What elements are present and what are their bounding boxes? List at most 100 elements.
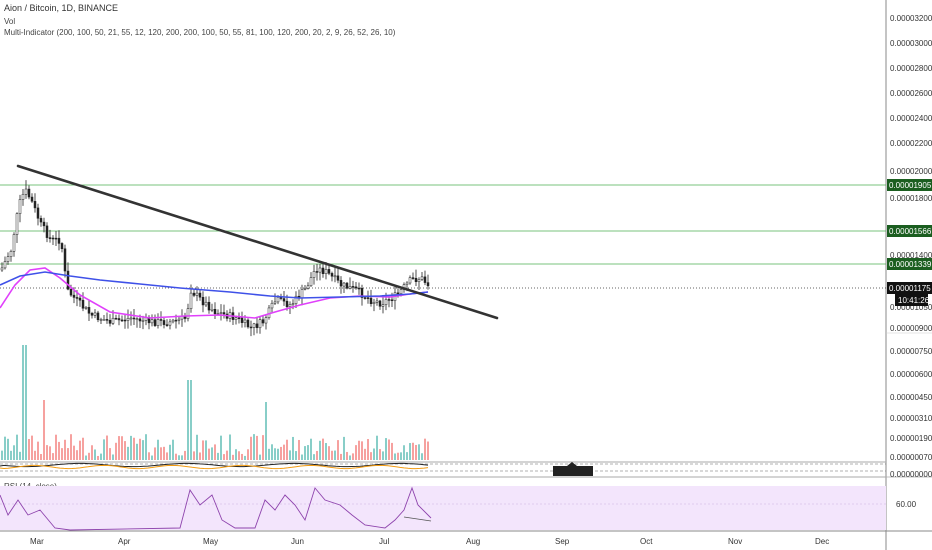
candle-body	[141, 320, 145, 322]
volume-bar	[343, 436, 345, 460]
stoch-tick: 0.00000000	[890, 470, 932, 479]
volume-bar	[55, 434, 57, 460]
price-tick: 0.00001400	[890, 251, 932, 260]
volume-bar	[106, 435, 108, 460]
time-marker-icon[interactable]	[553, 462, 593, 476]
volume-bar	[151, 455, 153, 460]
candlestick-series[interactable]	[0, 180, 430, 337]
level-label-1339[interactable]: 0.00001339	[889, 260, 932, 269]
time-label: Mar	[30, 537, 44, 546]
candle-body	[354, 286, 358, 289]
candle-body	[63, 248, 67, 272]
candle-body	[210, 309, 214, 311]
volume-bar	[379, 449, 381, 460]
volume-bar	[268, 448, 270, 460]
candle-body	[318, 267, 322, 273]
volume-bar	[226, 450, 228, 460]
volume-bar	[277, 448, 279, 460]
volume-bar	[73, 445, 75, 460]
candle-body	[261, 319, 265, 324]
volume-bar	[241, 453, 243, 460]
volume-bar	[22, 345, 24, 460]
price-tick: 0.00002400	[890, 114, 932, 123]
candle-body	[339, 280, 343, 287]
candle-body	[342, 282, 346, 287]
candle-body	[15, 213, 19, 235]
volume-bar	[304, 446, 306, 460]
volume-bar	[262, 435, 264, 460]
multi-indicator-legend[interactable]: Multi-Indicator (200, 100, 50, 21, 55, 1…	[4, 28, 396, 37]
chart-title[interactable]: Aion / Bitcoin, 1D, BINANCE	[4, 3, 119, 13]
candle-body	[12, 234, 16, 252]
volume-bar	[313, 454, 315, 460]
candle-body	[213, 309, 217, 315]
candle-body	[375, 300, 379, 303]
volume-bar	[214, 444, 216, 460]
volume-legend[interactable]: Vol	[4, 17, 16, 26]
level-label-1905[interactable]: 0.00001905	[889, 181, 932, 190]
candle-body	[3, 261, 7, 269]
volume-bar	[346, 451, 348, 460]
volume-bar	[208, 448, 210, 460]
candle-body	[9, 251, 13, 257]
volume-bar	[184, 450, 186, 460]
volume-bar	[31, 435, 33, 460]
time-label: Aug	[466, 537, 480, 546]
candle-body	[330, 273, 334, 277]
volume-bar	[283, 444, 285, 460]
candle-body	[366, 297, 370, 299]
volume-bars	[1, 345, 429, 460]
candle-body	[129, 317, 133, 320]
candle-body	[45, 225, 49, 238]
rsi-line	[0, 486, 432, 531]
volume-bar	[193, 451, 195, 460]
volume-bar	[418, 444, 420, 460]
candle-body	[285, 300, 289, 308]
countdown-label-bg	[895, 294, 928, 306]
candle-body	[243, 319, 247, 323]
candle-body	[420, 276, 424, 280]
candle-body	[159, 319, 163, 321]
volume-bar	[205, 440, 207, 460]
volume-bar	[64, 439, 66, 460]
candle-body	[249, 326, 253, 329]
volume-bar	[310, 438, 312, 460]
candle-body	[333, 275, 337, 278]
volume-bar	[253, 434, 255, 460]
candle-body	[234, 317, 238, 320]
candle-body	[345, 282, 349, 289]
time-label: Dec	[815, 537, 829, 546]
volume-bar	[316, 450, 318, 460]
volume-bar	[13, 445, 15, 460]
volume-bar	[232, 454, 234, 460]
volume-bar	[16, 434, 18, 460]
volume-tick: 0.00000310	[890, 414, 932, 423]
candle-body	[252, 323, 256, 328]
price-tick: 0.00002800	[890, 64, 932, 73]
volume-bar	[190, 380, 192, 460]
candle-body	[240, 317, 244, 323]
candle-body	[198, 292, 202, 298]
descending-trendline[interactable]	[16, 164, 499, 320]
volume-bar	[406, 452, 408, 460]
volume-bar	[79, 440, 81, 460]
volume-bar	[259, 454, 261, 460]
volume-bar	[112, 454, 114, 460]
candle-body	[21, 194, 25, 200]
time-label: May	[203, 537, 218, 546]
candle-body	[327, 269, 331, 274]
candle-body	[33, 201, 37, 209]
candle-body	[132, 317, 136, 320]
candle-body	[72, 294, 76, 298]
volume-bar	[19, 451, 21, 460]
candle-body	[207, 301, 211, 311]
volume-bar	[235, 449, 237, 460]
candle-body	[84, 307, 88, 309]
rsi-divergence-line	[403, 516, 432, 522]
level-label-1566[interactable]: 0.00001566	[889, 227, 932, 236]
volume-bar	[352, 453, 354, 460]
level-label-bg	[887, 225, 932, 237]
volume-bar	[391, 442, 393, 460]
volume-bar	[136, 443, 138, 460]
